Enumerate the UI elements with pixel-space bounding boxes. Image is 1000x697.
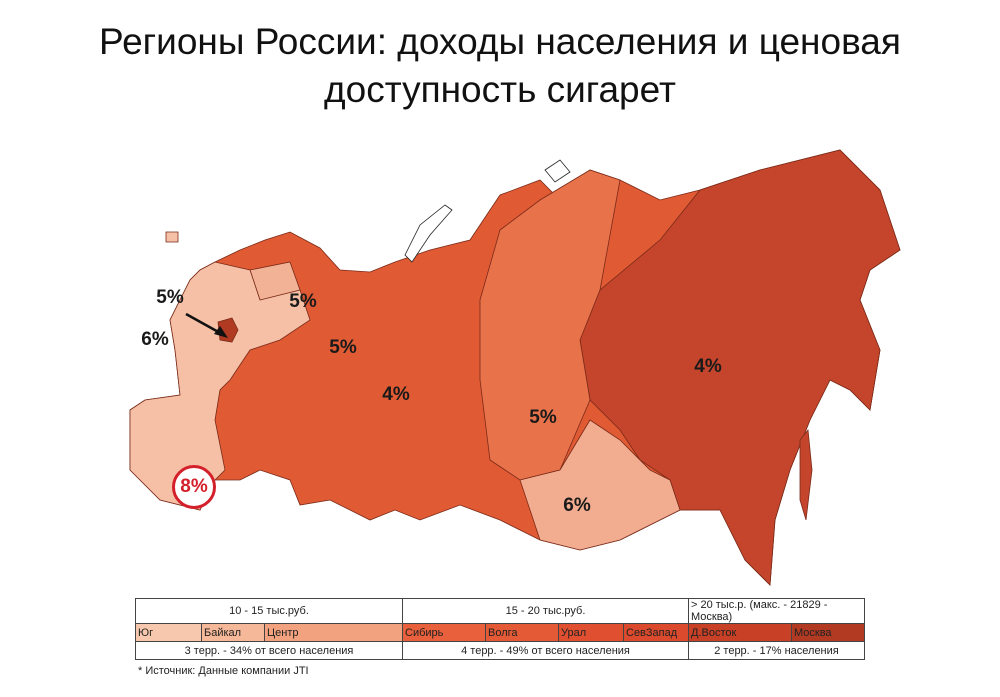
legend-group-high: > 20 тыс.р. (макс. - 21829 - Москва): [688, 598, 865, 624]
legend-summary: 4 терр. - 49% от всего населения: [402, 641, 689, 660]
region-far-east: [579, 149, 901, 586]
label-moscow: 5%: [156, 287, 184, 308]
label-south-highlighted: 8%: [172, 465, 216, 509]
region-siberia: [479, 169, 621, 481]
legend-region: Москва: [791, 623, 865, 642]
label-northwest: 5%: [289, 291, 317, 312]
source-note: * Источник: Данные компании JTI: [138, 665, 309, 677]
page-title: Регионы России: доходы населения и ценов…: [99, 21, 901, 110]
legend-region: Волга: [485, 623, 559, 642]
region-baikal: [519, 419, 681, 551]
legend-region: Д.Восток: [688, 623, 792, 642]
label-far-east: 4%: [694, 356, 722, 377]
label-baikal: 6%: [563, 495, 591, 516]
legend-income-row: 10 - 15 тыс.руб. 15 - 20 тыс.руб. > 20 т…: [135, 598, 865, 624]
moscow-arrow: [185, 312, 223, 336]
legend-summary: 3 терр. - 34% от всего населения: [135, 641, 403, 660]
legend-region: Байкал: [201, 623, 265, 642]
novaya-zemlya: [404, 204, 453, 263]
sakhalin: [799, 428, 813, 521]
legend-summary: 2 терр. - 17% населения: [688, 641, 865, 660]
label-center: 6%: [141, 329, 169, 350]
moscow-arrow-head: [214, 326, 228, 338]
legend-region: Юг: [135, 623, 202, 642]
legend-summary-row: 3 терр. - 34% от всего населения 4 терр.…: [135, 641, 865, 660]
legend-group-low: 10 - 15 тыс.руб.: [135, 598, 403, 624]
legend-region: Центр: [264, 623, 403, 642]
severnaya-zemlya: [544, 159, 571, 183]
legend-region: Сибирь: [402, 623, 486, 642]
label-siberia: 5%: [529, 407, 557, 428]
label-volga: 5%: [329, 337, 357, 358]
legend-region: Урал: [558, 623, 624, 642]
legend-group-mid: 15 - 20 тыс.руб.: [402, 598, 689, 624]
legend-region-row: Юг Байкал Центр Сибирь Волга Урал СевЗап…: [135, 623, 865, 642]
legend-region: СевЗапад: [623, 623, 689, 642]
label-ural: 4%: [382, 384, 410, 405]
legend-table: 10 - 15 тыс.руб. 15 - 20 тыс.руб. > 20 т…: [135, 598, 865, 660]
kaliningrad: [165, 231, 179, 243]
region-center-south: [129, 261, 311, 511]
